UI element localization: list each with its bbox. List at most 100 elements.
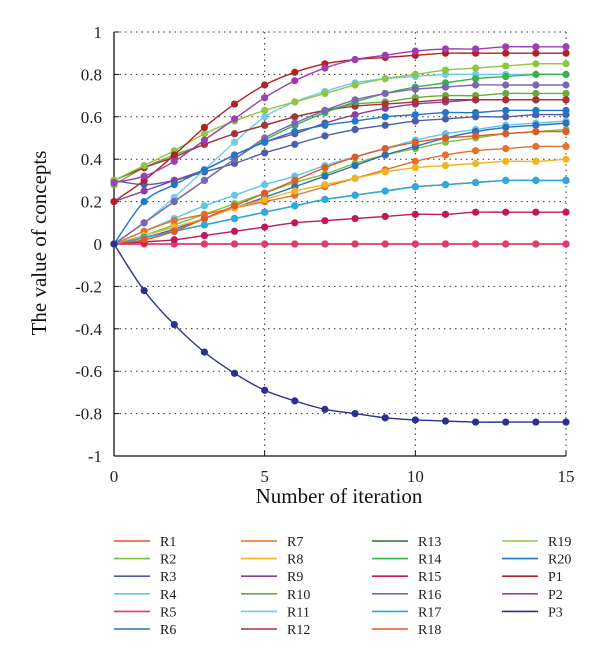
data-point-r10 xyxy=(502,89,510,98)
legend-item-p1: P1 xyxy=(502,570,563,585)
series-line-r11 xyxy=(113,73,566,245)
y-tick-label: 1 xyxy=(94,23,103,42)
data-point-r18 xyxy=(140,236,148,244)
data-point-r16 xyxy=(441,83,450,91)
data-point-r20 xyxy=(261,138,269,146)
data-point-r20 xyxy=(381,113,389,121)
x-tick-label: 10 xyxy=(407,467,424,486)
data-point-r17 xyxy=(562,176,570,184)
data-point-r17 xyxy=(381,187,389,195)
data-point-p3 xyxy=(321,405,329,413)
data-point-r8 xyxy=(502,157,510,165)
data-point-r5 xyxy=(291,240,299,248)
legend-item-r7: R7 xyxy=(241,535,303,550)
data-point-r15 xyxy=(291,219,299,227)
data-point-r3 xyxy=(381,121,389,129)
data-point-r15 xyxy=(351,214,359,223)
data-point-r19 xyxy=(381,75,389,83)
y-tick-label: 0.2 xyxy=(81,193,102,212)
legend-label: P2 xyxy=(548,588,563,603)
data-point-r4 xyxy=(230,191,239,199)
data-point-r3 xyxy=(441,115,450,123)
series-r20 xyxy=(110,106,570,248)
data-point-r18 xyxy=(170,227,178,235)
series-line-r8 xyxy=(113,158,567,245)
series-line-p3 xyxy=(113,243,566,423)
data-point-p3 xyxy=(200,348,208,356)
legend-item-r20: R20 xyxy=(502,553,571,568)
data-point-r5 xyxy=(261,240,269,248)
data-point-p3 xyxy=(502,418,510,426)
data-point-r18 xyxy=(291,176,299,184)
data-point-r16 xyxy=(291,119,299,127)
data-point-r6 xyxy=(381,151,389,159)
data-point-r16 xyxy=(562,81,570,89)
legend-item-r10: R10 xyxy=(241,588,310,603)
data-point-r18 xyxy=(230,202,239,210)
data-point-r15 xyxy=(381,212,389,221)
legend-item-r6: R6 xyxy=(114,623,176,638)
data-point-r8 xyxy=(381,168,389,176)
data-point-p2 xyxy=(411,47,419,55)
data-point-r20 xyxy=(291,128,299,136)
legend-item-r5: R5 xyxy=(114,605,176,620)
data-point-p1 xyxy=(110,198,118,206)
data-point-r19 xyxy=(562,60,570,68)
series-p3 xyxy=(110,240,570,426)
data-point-r5 xyxy=(351,240,359,248)
data-point-r19 xyxy=(532,60,540,68)
legend-item-r18: R18 xyxy=(372,623,441,638)
legend-item-r9: R9 xyxy=(241,570,303,585)
legend-item-p2: P2 xyxy=(502,588,563,603)
data-point-p1 xyxy=(532,49,540,57)
data-point-r18 xyxy=(502,130,510,138)
y-tick-label: 0.8 xyxy=(81,65,102,84)
legend-label: R2 xyxy=(160,553,176,568)
data-point-p3 xyxy=(230,369,239,377)
data-point-r20 xyxy=(502,106,510,115)
legend-label: P3 xyxy=(548,605,563,620)
tick-labels: 1 0.8 0.6 0.4 0.2 0 -0.2 -0.4 -0.6 -0.8 -1 0 5 10 15 xyxy=(75,23,574,486)
data-point-r18 xyxy=(562,128,570,136)
y-tick-label: 0 xyxy=(94,235,103,254)
data-point-r6 xyxy=(562,119,570,127)
data-point-r12 xyxy=(411,98,419,106)
data-point-p2 xyxy=(140,172,148,180)
data-point-r18 xyxy=(411,138,419,146)
data-point-r5 xyxy=(200,240,208,248)
data-point-r8 xyxy=(351,174,359,182)
legend-item-r15: R15 xyxy=(372,570,441,585)
x-axis-title: Number of iteration xyxy=(256,484,423,508)
data-point-p2 xyxy=(532,43,540,51)
data-point-r9 xyxy=(351,111,359,119)
series-r6 xyxy=(110,119,570,248)
y-tick-label: -0.4 xyxy=(75,320,102,339)
data-point-r19 xyxy=(200,130,208,138)
data-point-r15 xyxy=(441,210,450,218)
legend-item-r19: R19 xyxy=(502,535,571,550)
data-point-r5 xyxy=(472,240,480,248)
y-axis-title: The value of concepts xyxy=(27,151,51,336)
data-point-r15 xyxy=(502,208,510,216)
legend-label: R16 xyxy=(418,588,441,603)
data-point-p2 xyxy=(472,45,480,53)
data-point-r7 xyxy=(502,145,510,153)
data-point-r15 xyxy=(230,227,239,235)
legend-label: R6 xyxy=(160,623,176,638)
data-point-p2 xyxy=(351,55,359,64)
data-point-p3 xyxy=(562,418,570,426)
series-line-r6 xyxy=(113,122,567,245)
data-point-r3 xyxy=(502,113,510,121)
data-point-r8 xyxy=(261,195,269,204)
legend-label: R12 xyxy=(287,623,310,638)
series-line-r9 xyxy=(113,98,566,203)
data-point-r16 xyxy=(170,198,178,206)
data-point-r17 xyxy=(411,183,419,191)
data-point-r20 xyxy=(472,108,480,117)
data-point-p2 xyxy=(170,157,178,165)
data-point-r15 xyxy=(261,223,269,231)
legend-label: R11 xyxy=(287,605,310,620)
data-point-r18 xyxy=(532,128,540,136)
data-point-r4 xyxy=(261,181,269,189)
